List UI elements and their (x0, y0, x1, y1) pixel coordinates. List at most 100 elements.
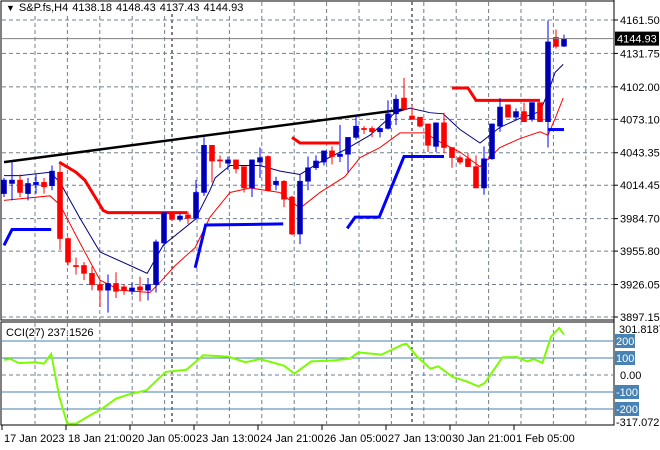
candle-bearish[interactable] (289, 196, 295, 235)
candle-bullish[interactable] (513, 111, 519, 118)
trailing-stop-lower (2, 228, 52, 246)
candle-bearish[interactable] (73, 265, 79, 267)
cci-level-box (615, 402, 639, 416)
cci-min-label: -317.0721 (616, 417, 660, 429)
candle-bullish[interactable] (321, 150, 327, 163)
cci-level-label: -200 (616, 404, 638, 416)
candle-bullish[interactable] (297, 180, 303, 235)
candle-bullish[interactable] (1, 179, 7, 194)
time-axis-label: 1 Feb 05:00 (516, 433, 575, 445)
candle-bullish[interactable] (345, 137, 351, 155)
candle-bearish[interactable] (553, 37, 559, 47)
candle-bullish[interactable] (161, 212, 167, 244)
candle-bearish[interactable] (113, 283, 119, 292)
candle-bullish[interactable] (25, 183, 31, 194)
candle-bearish[interactable] (441, 122, 447, 148)
candle-bullish[interactable] (9, 179, 15, 184)
time-axis-label: 24 Jan 21:00 (260, 433, 324, 445)
candle-bullish[interactable] (33, 182, 39, 185)
candle-bullish[interactable] (561, 38, 567, 47)
candle-bearish[interactable] (361, 128, 367, 130)
price-axis-label: 3955.80 (620, 246, 660, 258)
price-axis-label: 4043.35 (620, 148, 660, 160)
candle-bearish[interactable] (121, 286, 127, 291)
candle-bearish[interactable] (425, 123, 431, 146)
candle-bullish[interactable] (305, 167, 311, 182)
candle-bearish[interactable] (185, 214, 191, 219)
candle-bullish[interactable] (433, 122, 439, 147)
candle-bullish[interactable] (377, 128, 383, 133)
candle-bullish[interactable] (249, 159, 255, 189)
candle-bullish[interactable] (529, 102, 535, 120)
candle-bearish[interactable] (17, 179, 23, 193)
cci-title: CCI(27) 237.1526 (6, 327, 93, 339)
candle-bearish[interactable] (241, 166, 247, 189)
candle-bullish[interactable] (257, 157, 263, 163)
candle-bearish[interactable] (97, 284, 103, 291)
price-axis-label: 3926.05 (620, 280, 660, 292)
candle-bearish[interactable] (89, 273, 95, 285)
chart-header: ▼ S&P.fs,H4 4138.18 4148.43 4137.43 4144.93 (4, 2, 250, 14)
candle-bullish[interactable] (481, 158, 487, 189)
candle-bullish[interactable] (353, 125, 359, 138)
price-axis-label: 4014.45 (620, 180, 660, 192)
triangle-down-icon[interactable]: ▼ (6, 3, 15, 13)
trendline[interactable] (3, 108, 405, 164)
candle-bearish[interactable] (449, 147, 455, 158)
time-axis-label: 27 Jan 13:00 (388, 433, 452, 445)
price-axis-label: 4131.75 (620, 48, 660, 60)
cci-level-label: 100 (616, 353, 634, 365)
cci-level-label: 200 (616, 336, 634, 348)
candle-bearish[interactable] (169, 212, 175, 220)
candle-bearish[interactable] (65, 238, 71, 263)
time-axis-label: 26 Jan 05:00 (324, 433, 388, 445)
price-axis-label: 3984.70 (620, 214, 660, 226)
price-axis-label: 4073.10 (620, 114, 660, 126)
candle-bearish[interactable] (521, 111, 527, 122)
candle-bearish[interactable] (329, 150, 335, 157)
candle-bearish[interactable] (233, 159, 239, 170)
candle-bearish[interactable] (505, 104, 511, 118)
candle-bearish[interactable] (457, 157, 463, 163)
candle-bullish[interactable] (177, 215, 183, 220)
candle-bearish[interactable] (57, 171, 63, 239)
trailing-stop-upper (291, 136, 340, 145)
candle-bullish[interactable] (49, 170, 55, 187)
candle-bearish[interactable] (217, 159, 223, 162)
price-axis-label: 3897.15 (620, 312, 660, 324)
candle-bearish[interactable] (409, 115, 415, 120)
candle-bearish[interactable] (537, 102, 543, 122)
candle-bullish[interactable] (153, 241, 159, 285)
candle-bullish[interactable] (337, 153, 343, 157)
time-axis-label: 20 Jan 05:00 (132, 433, 196, 445)
candle-bearish[interactable] (401, 97, 407, 110)
candle-bullish[interactable] (145, 284, 151, 291)
cci-level-label: -100 (616, 387, 638, 399)
candle-bullish[interactable] (273, 180, 279, 185)
candle-bearish[interactable] (265, 156, 271, 191)
current-price-label: 4144.93 (617, 34, 657, 46)
candle-bullish[interactable] (489, 123, 495, 160)
candle-bearish[interactable] (281, 180, 287, 200)
candle-bullish[interactable] (193, 192, 199, 219)
candle-bullish[interactable] (497, 106, 503, 127)
candle-bearish[interactable] (41, 182, 47, 188)
candle-bearish[interactable] (369, 128, 375, 133)
candle-bullish[interactable] (545, 41, 551, 122)
candle-bullish[interactable] (225, 159, 231, 164)
candle-bullish[interactable] (201, 144, 207, 193)
candle-bullish[interactable] (129, 287, 135, 292)
candle-bearish[interactable] (137, 286, 143, 291)
candle-bearish[interactable] (473, 166, 479, 189)
candle-bearish[interactable] (81, 265, 87, 274)
candle-bullish[interactable] (385, 113, 391, 129)
candle-bullish[interactable] (105, 283, 111, 291)
candle-bearish[interactable] (417, 116, 423, 127)
candle-bearish[interactable] (209, 144, 215, 162)
time-axis-label: 30 Jan 21:00 (452, 433, 516, 445)
candle-bearish[interactable] (465, 158, 471, 167)
low-value: 4137.43 (159, 2, 200, 14)
candle-bullish[interactable] (313, 160, 319, 169)
candle-bullish[interactable] (393, 98, 399, 115)
